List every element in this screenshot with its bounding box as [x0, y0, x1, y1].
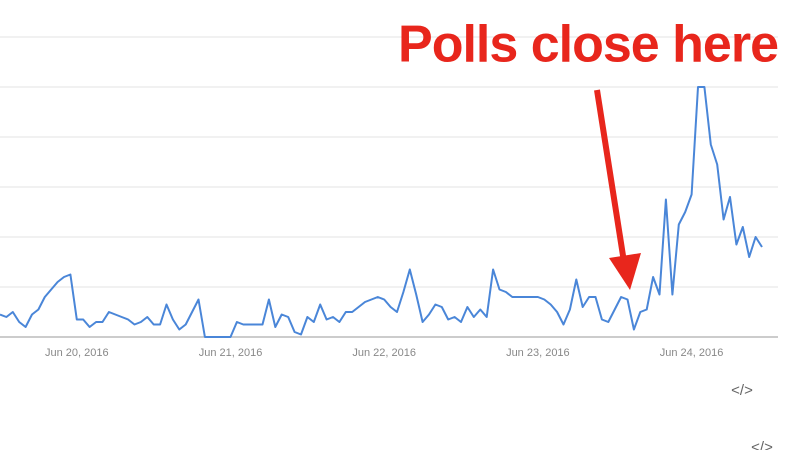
embed-icon[interactable]: </> [751, 439, 773, 450]
annotation-arrow [594, 89, 641, 290]
embed-icon[interactable]: </> [731, 382, 753, 399]
x-tick-label: Jun 22, 2016 [352, 347, 416, 359]
arrow-shaft [594, 89, 627, 263]
x-tick-label: Jun 24, 2016 [660, 347, 724, 359]
arrow-head [609, 253, 641, 290]
annotation: Polls close here [398, 16, 778, 74]
x-tick-label: Jun 21, 2016 [199, 347, 263, 359]
x-tick-label: Jun 23, 2016 [506, 347, 570, 359]
trend-line [0, 86, 763, 338]
x-tick-label: Jun 20, 2016 [45, 347, 109, 359]
